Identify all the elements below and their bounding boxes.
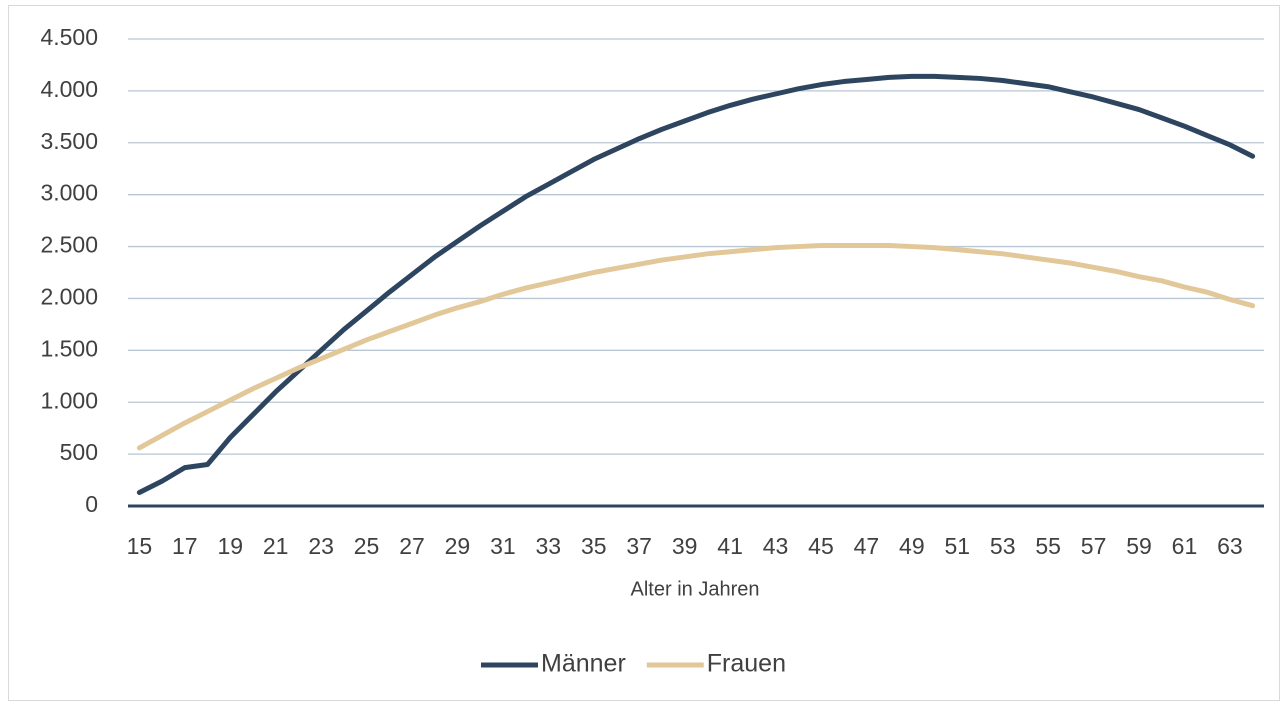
x-tick-label: 39: [672, 533, 698, 559]
x-tick-label: 33: [536, 533, 562, 559]
x-tick-label: 49: [899, 533, 925, 559]
x-tick-label: 37: [626, 533, 652, 559]
x-tick-label: 55: [1035, 533, 1061, 559]
x-tick-label: 31: [490, 533, 516, 559]
x-tick-label: 45: [808, 533, 834, 559]
y-tick-label: 3.500: [40, 128, 98, 154]
y-tick-label: 4.500: [40, 24, 98, 50]
x-tick-label: 53: [990, 533, 1016, 559]
x-tick-label: 23: [308, 533, 334, 559]
y-tick-label: 4.000: [40, 76, 98, 102]
x-tick-label: 35: [581, 533, 607, 559]
x-tick-label: 15: [127, 533, 153, 559]
x-tick-label: 25: [354, 533, 380, 559]
y-tick-label: 1.000: [40, 387, 98, 413]
x-axis-title: Alter in Jahren: [631, 578, 760, 600]
x-tick-label: 29: [445, 533, 471, 559]
x-tick-label: 57: [1081, 533, 1107, 559]
x-tick-label: 17: [172, 533, 198, 559]
y-tick-label: 3.000: [40, 180, 98, 206]
legend-label: Frauen: [707, 650, 786, 678]
y-tick-label: 1.500: [40, 335, 98, 361]
x-tick-label: 21: [263, 533, 289, 559]
legend-label: Männer: [541, 650, 626, 678]
line: [136, 73, 1256, 496]
x-tick-label: 63: [1217, 533, 1243, 559]
x-tick-label: 43: [763, 533, 789, 559]
x-tick-label: 61: [1172, 533, 1198, 559]
x-tick-label: 27: [399, 533, 425, 559]
x-tick-label: 19: [217, 533, 243, 559]
x-tick-label: 59: [1126, 533, 1152, 559]
y-tick-label: 0: [85, 491, 98, 517]
x-tick-label: 51: [944, 533, 970, 559]
x-tick-label: 41: [717, 533, 743, 559]
y-tick-label: 500: [60, 439, 98, 465]
chart-border: [8, 5, 1280, 701]
x-tick-label: 47: [854, 533, 880, 559]
y-tick-label: 2.000: [40, 284, 98, 310]
y-tick-label: 2.500: [40, 232, 98, 258]
line: [136, 243, 1256, 451]
